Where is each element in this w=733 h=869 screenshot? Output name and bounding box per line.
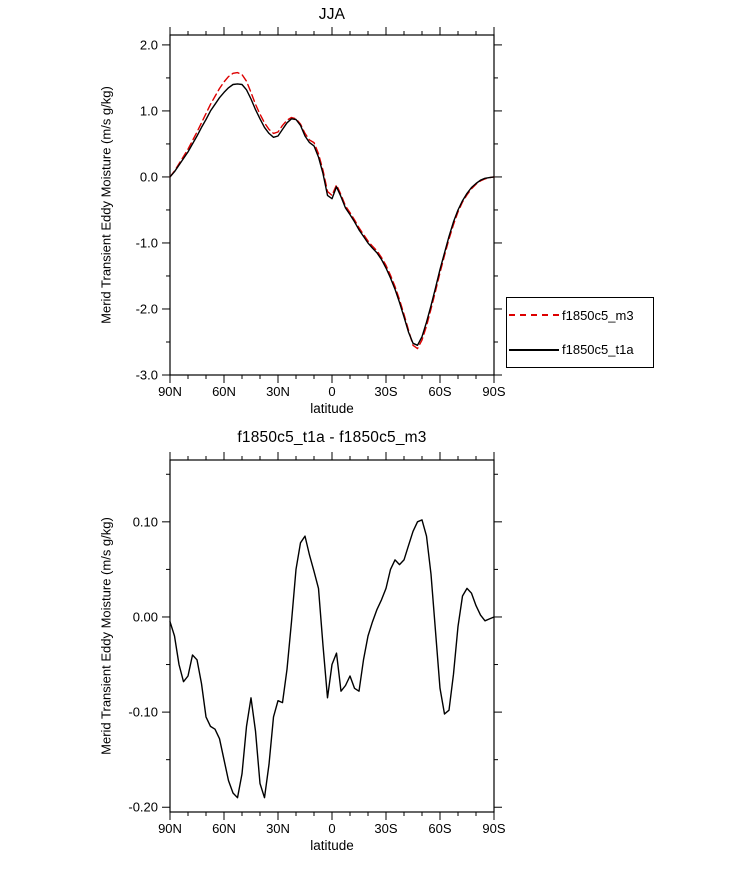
svg-text:60S: 60S — [428, 821, 451, 836]
svg-text:90S: 90S — [482, 384, 505, 399]
legend-label-m3: f1850c5_m3 — [562, 307, 634, 323]
legend-line-red-dashed-icon — [509, 314, 559, 317]
svg-text:2.0: 2.0 — [140, 37, 158, 52]
svg-text:0.10: 0.10 — [133, 514, 158, 529]
top-chart-jja: JJA Merid Transient Eddy Moisture (m/s g… — [0, 0, 733, 425]
legend-label-t1a: f1850c5_t1a — [562, 342, 634, 358]
chart-title: f1850c5_t1a - f1850c5_m3 — [237, 429, 427, 446]
svg-text:30N: 30N — [266, 384, 290, 399]
svg-text:30S: 30S — [374, 821, 397, 836]
legend-entry-m3: f1850c5_m3 — [507, 308, 653, 323]
svg-text:-3.0: -3.0 — [136, 368, 158, 383]
svg-text:-0.10: -0.10 — [128, 705, 158, 720]
svg-text:-2.0: -2.0 — [136, 301, 158, 316]
svg-text:0.00: 0.00 — [133, 609, 158, 624]
svg-text:0: 0 — [328, 384, 335, 399]
svg-text:30N: 30N — [266, 821, 290, 836]
bottom-chart-difference: f1850c5_t1a - f1850c5_m3 Merid Transient… — [0, 425, 733, 869]
legend: f1850c5_m3 f1850c5_t1a — [506, 297, 654, 368]
svg-text:-0.20: -0.20 — [128, 800, 158, 815]
plot-area-top: 90N 60N 30N 0 30S 60S 90S 2.0 1.0 0.0 -1.0 -2.0 -3.0 — [136, 27, 506, 399]
legend-entry-t1a: f1850c5_t1a — [507, 342, 653, 357]
svg-text:60S: 60S — [428, 384, 451, 399]
svg-text:60N: 60N — [212, 384, 236, 399]
svg-text:0: 0 — [328, 821, 335, 836]
svg-text:30S: 30S — [374, 384, 397, 399]
svg-text:90N: 90N — [158, 821, 182, 836]
svg-text:90N: 90N — [158, 384, 182, 399]
svg-text:0.0: 0.0 — [140, 169, 158, 184]
svg-text:-1.0: -1.0 — [136, 235, 158, 250]
chart-title: JJA — [318, 6, 346, 23]
x-axis-label: latitude — [310, 401, 354, 416]
svg-text:90S: 90S — [482, 821, 505, 836]
svg-text:1.0: 1.0 — [140, 103, 158, 118]
plot-area-bottom: 90N 60N 30N 0 30S 60S 90S 0.10 0.00 -0.10 -0.20 — [128, 452, 506, 836]
svg-text:60N: 60N — [212, 821, 236, 836]
legend-line-black-solid-icon — [509, 348, 559, 351]
x-axis-label: latitude — [310, 838, 354, 853]
